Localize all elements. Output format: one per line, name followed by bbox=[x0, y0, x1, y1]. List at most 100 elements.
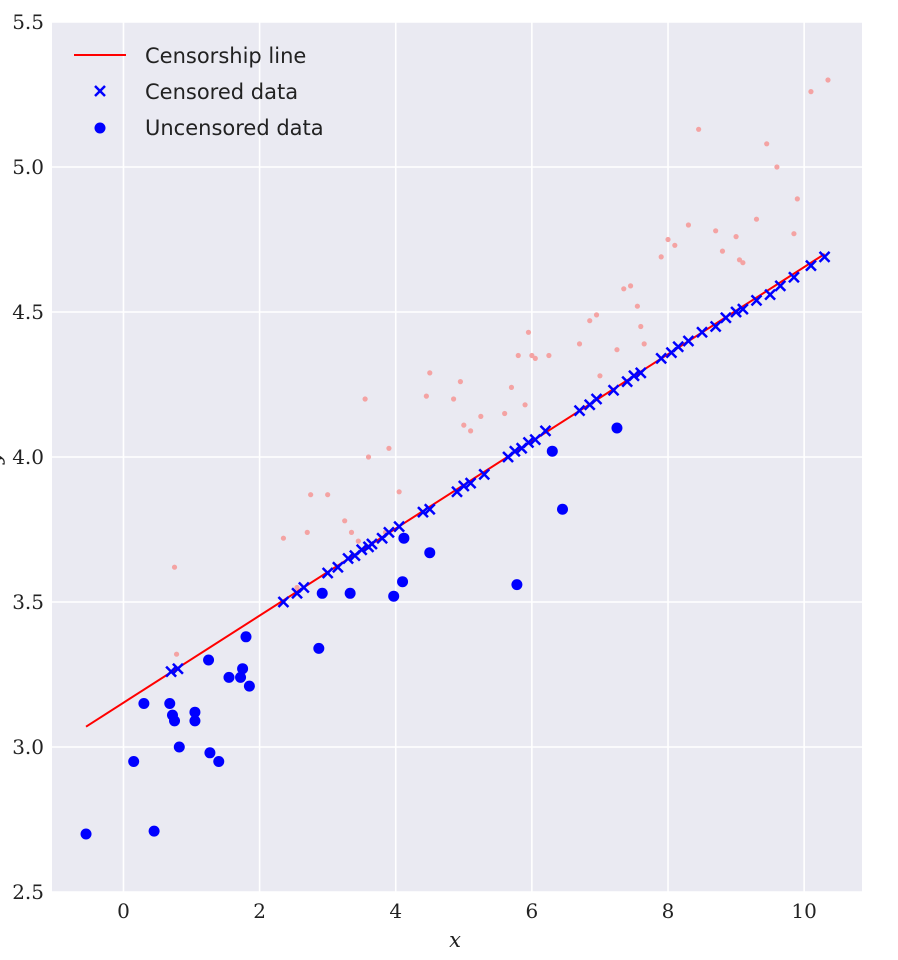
censored-marker-stroke bbox=[529, 433, 542, 446]
faded-point bbox=[396, 489, 402, 495]
uncensored-point bbox=[240, 631, 252, 643]
censored-marker bbox=[529, 433, 542, 446]
censored-marker-stroke bbox=[634, 367, 647, 379]
censored-marker bbox=[628, 369, 640, 382]
censored-marker-stroke bbox=[539, 425, 552, 437]
faded-point bbox=[736, 257, 743, 263]
faded-point bbox=[733, 234, 739, 240]
censored-marker-stroke bbox=[321, 567, 334, 579]
censored-marker bbox=[342, 552, 354, 565]
censored-marker-stroke bbox=[730, 306, 742, 318]
x-tick-label: 8 bbox=[662, 899, 675, 923]
uncensored-point bbox=[189, 715, 201, 727]
faded-point bbox=[280, 535, 287, 541]
uncensored-point bbox=[169, 715, 181, 727]
censored-marker bbox=[508, 445, 521, 458]
uncensored-point bbox=[173, 741, 185, 753]
censored-marker bbox=[736, 303, 749, 315]
uncensored-point bbox=[316, 587, 328, 599]
uncensored-point bbox=[213, 756, 225, 767]
censored-marker-stroke bbox=[628, 369, 640, 382]
faded-point bbox=[634, 303, 640, 309]
censored-marker bbox=[682, 335, 695, 347]
censored-marker-stroke bbox=[464, 477, 477, 489]
censored-marker-stroke bbox=[719, 311, 732, 324]
censored-marker-stroke bbox=[165, 665, 178, 678]
uncensored-point bbox=[313, 642, 325, 654]
faded-point bbox=[457, 379, 464, 385]
y-tick-label: 3.5 bbox=[12, 590, 44, 614]
censored-marker bbox=[750, 294, 763, 307]
uncensored-point bbox=[80, 828, 92, 840]
uncensored-point bbox=[424, 547, 436, 559]
censored-marker bbox=[457, 480, 470, 492]
faded-point bbox=[753, 216, 760, 222]
censored-marker bbox=[764, 288, 776, 301]
faded-point bbox=[627, 283, 634, 289]
faded-point bbox=[587, 318, 593, 324]
censored-marker bbox=[172, 662, 184, 675]
censored-marker bbox=[277, 596, 290, 608]
censored-marker-stroke bbox=[590, 393, 603, 405]
censored-marker-stroke bbox=[682, 335, 695, 347]
censored-marker-stroke bbox=[805, 259, 817, 272]
censored-marker bbox=[321, 567, 334, 579]
faded-point bbox=[342, 518, 348, 524]
faded-point bbox=[658, 254, 664, 260]
faded-point bbox=[576, 341, 583, 347]
censored-marker-stroke bbox=[478, 468, 491, 481]
faded-point bbox=[525, 329, 532, 335]
faded-point bbox=[696, 126, 702, 132]
faded-point bbox=[791, 231, 797, 237]
censored-marker bbox=[655, 352, 668, 365]
uncensored-point bbox=[397, 576, 409, 588]
uncensored-point bbox=[235, 671, 247, 683]
faded-point bbox=[365, 454, 372, 460]
censored-marker bbox=[297, 581, 310, 594]
faded-point bbox=[502, 410, 508, 417]
censored-marker bbox=[607, 384, 620, 397]
censored-marker bbox=[590, 393, 603, 405]
tick-labels: 0 2 4 6 8 10 2.5 3.0 3.5 4.0 4.5 5.0 5.5 bbox=[12, 10, 817, 923]
censored-marker bbox=[464, 477, 477, 489]
censored-marker bbox=[818, 251, 831, 263]
uncensored-point bbox=[223, 671, 235, 683]
faded-point bbox=[621, 286, 627, 292]
censored-marker-stroke bbox=[672, 340, 685, 353]
faded-point bbox=[597, 373, 603, 379]
x-axis-label: x bbox=[449, 928, 461, 952]
censored-marker-stroke bbox=[709, 320, 722, 333]
censored-marker bbox=[383, 526, 395, 539]
uncensored-point bbox=[557, 503, 569, 515]
y-tick-label: 5.5 bbox=[12, 10, 44, 34]
faded-point bbox=[546, 352, 552, 359]
faded-point bbox=[173, 651, 180, 657]
faded-point bbox=[529, 352, 535, 359]
censored-marker bbox=[805, 259, 817, 272]
faded-point bbox=[427, 370, 433, 376]
censored-marker-stroke bbox=[508, 445, 521, 458]
legend: Censorship line Censored data Uncensored… bbox=[74, 44, 324, 140]
uncensored-point bbox=[237, 663, 249, 675]
censored-marker-stroke bbox=[355, 543, 368, 556]
faded-point bbox=[468, 428, 474, 434]
uncensored-point bbox=[164, 698, 176, 709]
faded-point bbox=[764, 141, 770, 147]
faded-point bbox=[304, 529, 310, 536]
faded-point bbox=[515, 352, 521, 359]
censored-marker-stroke bbox=[774, 280, 787, 292]
censored-marker-stroke bbox=[750, 294, 763, 307]
faded-point bbox=[171, 564, 178, 570]
x-tick-label: 10 bbox=[791, 899, 816, 923]
faded-point bbox=[672, 242, 678, 248]
faded-point bbox=[665, 236, 671, 243]
uncensored-markers bbox=[80, 422, 623, 840]
uncensored-point bbox=[189, 706, 201, 718]
faded-point bbox=[825, 77, 831, 83]
censored-marker bbox=[478, 468, 491, 481]
censored-marker-stroke bbox=[607, 384, 620, 397]
censored-marker bbox=[774, 280, 787, 292]
faded-point bbox=[713, 228, 719, 234]
legend-label-censorship-line: Censorship line bbox=[145, 44, 306, 68]
